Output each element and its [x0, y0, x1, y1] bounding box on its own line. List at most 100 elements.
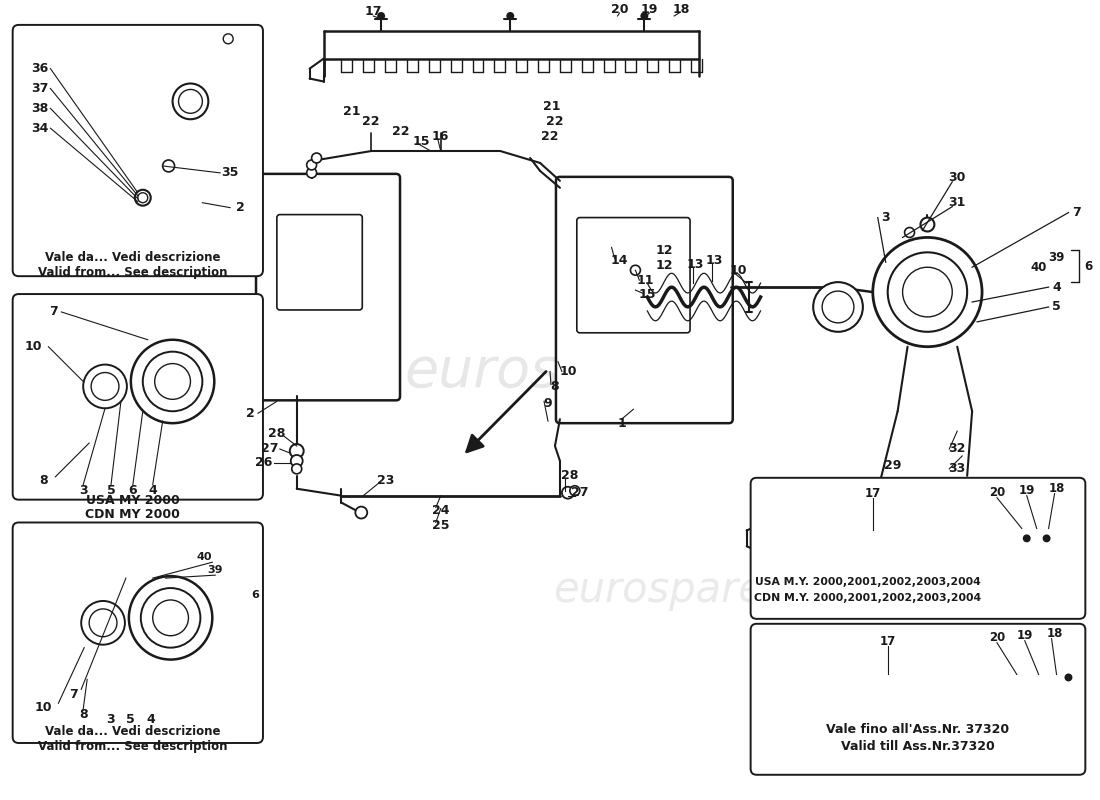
- Text: USA M.Y. 2000,2001,2002,2003,2004: USA M.Y. 2000,2001,2002,2003,2004: [755, 577, 981, 587]
- Text: 39: 39: [1048, 251, 1065, 264]
- Text: 17: 17: [865, 487, 881, 500]
- FancyBboxPatch shape: [556, 177, 733, 423]
- Text: 2: 2: [245, 406, 254, 420]
- Text: 10: 10: [559, 365, 576, 378]
- Text: 19: 19: [1019, 484, 1035, 498]
- Text: 13: 13: [705, 254, 723, 266]
- Text: 10: 10: [25, 340, 42, 353]
- Circle shape: [173, 83, 208, 119]
- Text: 38: 38: [31, 102, 48, 115]
- Circle shape: [307, 168, 317, 178]
- Circle shape: [155, 363, 190, 399]
- Circle shape: [921, 218, 934, 231]
- Circle shape: [89, 609, 117, 637]
- FancyBboxPatch shape: [13, 294, 263, 500]
- Text: 25: 25: [432, 519, 450, 532]
- Text: 9: 9: [543, 397, 552, 410]
- Text: 35: 35: [221, 166, 239, 179]
- Text: 4: 4: [146, 713, 155, 726]
- Circle shape: [640, 12, 648, 20]
- Text: 36: 36: [31, 62, 48, 75]
- Text: 22: 22: [541, 130, 559, 142]
- Circle shape: [888, 252, 967, 332]
- Circle shape: [141, 588, 200, 648]
- FancyBboxPatch shape: [750, 478, 1086, 619]
- Text: 15: 15: [412, 134, 430, 148]
- Circle shape: [562, 486, 574, 498]
- Circle shape: [570, 486, 580, 496]
- Text: 10: 10: [35, 701, 52, 714]
- Text: 20: 20: [610, 2, 628, 15]
- Circle shape: [1043, 534, 1050, 542]
- Text: 3: 3: [107, 713, 116, 726]
- Text: 39: 39: [208, 565, 223, 575]
- FancyBboxPatch shape: [13, 522, 263, 743]
- Text: Valid from... See description: Valid from... See description: [39, 266, 228, 278]
- Text: 22: 22: [363, 114, 379, 128]
- Text: 17: 17: [364, 6, 382, 18]
- Text: 7: 7: [50, 306, 58, 318]
- Text: 18: 18: [672, 2, 690, 15]
- Circle shape: [153, 600, 188, 636]
- Text: eurospares: eurospares: [405, 345, 715, 398]
- Text: 24: 24: [432, 504, 450, 517]
- Circle shape: [178, 90, 202, 114]
- Text: Valid from... See description: Valid from... See description: [39, 741, 228, 754]
- Text: 12: 12: [656, 244, 673, 257]
- Text: 12: 12: [656, 258, 673, 272]
- Circle shape: [872, 238, 982, 346]
- Text: 8: 8: [79, 708, 88, 721]
- Circle shape: [81, 601, 125, 645]
- Circle shape: [131, 340, 214, 423]
- Text: 5: 5: [107, 484, 116, 498]
- Text: CDN MY 2000: CDN MY 2000: [86, 508, 180, 521]
- Circle shape: [1023, 534, 1031, 542]
- Circle shape: [1065, 674, 1072, 682]
- FancyBboxPatch shape: [13, 25, 263, 276]
- Circle shape: [91, 373, 119, 400]
- Text: 23: 23: [377, 474, 395, 487]
- Text: 40: 40: [1031, 261, 1047, 274]
- Text: 18: 18: [1048, 482, 1065, 495]
- Text: 17: 17: [880, 635, 895, 648]
- Text: 1: 1: [617, 417, 626, 430]
- Text: 4: 4: [1053, 281, 1060, 294]
- Text: 8: 8: [551, 380, 559, 393]
- Text: 22: 22: [547, 114, 563, 128]
- Circle shape: [290, 455, 303, 467]
- Text: 14: 14: [610, 254, 628, 266]
- Circle shape: [84, 365, 126, 408]
- Circle shape: [292, 464, 301, 474]
- Circle shape: [223, 34, 233, 44]
- Text: 5: 5: [1053, 301, 1060, 314]
- Circle shape: [311, 153, 321, 163]
- Circle shape: [355, 506, 367, 518]
- Text: 20: 20: [989, 486, 1005, 499]
- FancyBboxPatch shape: [256, 174, 400, 400]
- Text: 28: 28: [561, 470, 579, 482]
- Text: 30: 30: [948, 171, 966, 184]
- Text: 19: 19: [1016, 630, 1033, 642]
- Text: 8: 8: [40, 474, 47, 487]
- Text: 26: 26: [255, 457, 273, 470]
- Circle shape: [307, 160, 317, 170]
- Text: 13: 13: [686, 258, 704, 270]
- Text: CDN M.Y. 2000,2001,2002,2003,2004: CDN M.Y. 2000,2001,2002,2003,2004: [755, 593, 981, 603]
- Text: Vale fino all'Ass.Nr. 37320: Vale fino all'Ass.Nr. 37320: [826, 722, 1009, 735]
- Circle shape: [904, 227, 914, 238]
- Text: 7: 7: [69, 688, 78, 701]
- Text: 2: 2: [235, 201, 244, 214]
- Text: 4: 4: [148, 484, 157, 498]
- Text: 15: 15: [639, 287, 656, 301]
- Text: 32: 32: [948, 442, 966, 455]
- Circle shape: [903, 267, 953, 317]
- Circle shape: [138, 193, 147, 202]
- Text: 34: 34: [31, 122, 48, 134]
- Circle shape: [129, 576, 212, 659]
- Text: 29: 29: [884, 459, 901, 472]
- Text: 21: 21: [342, 105, 360, 118]
- Text: eurospares: eurospares: [553, 569, 785, 611]
- FancyBboxPatch shape: [277, 214, 362, 310]
- Text: Valid till Ass.Nr.37320: Valid till Ass.Nr.37320: [840, 741, 994, 754]
- Text: 19: 19: [640, 2, 658, 15]
